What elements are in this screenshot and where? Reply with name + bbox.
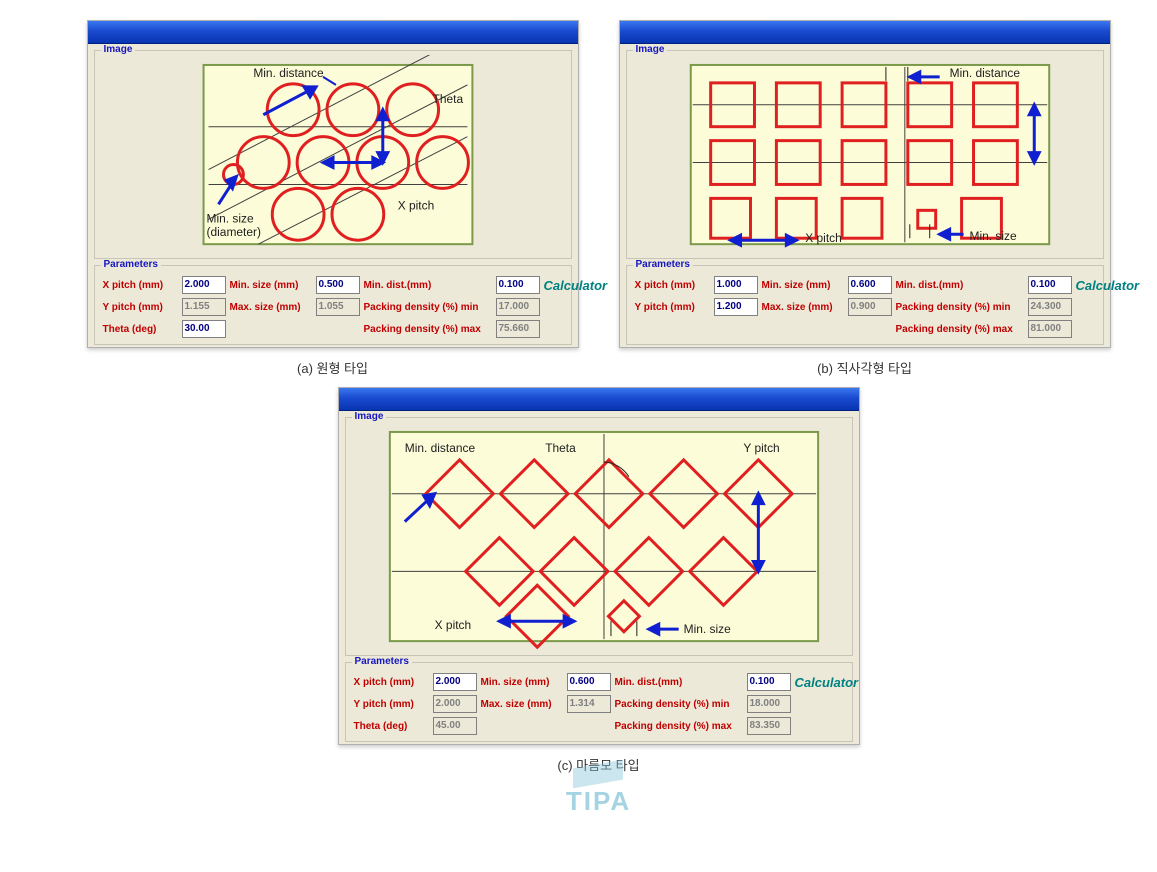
image-label-b: Image (633, 44, 668, 55)
anno-xpitch: X pitch (397, 198, 434, 212)
pdmax-input-c: 83.350 (747, 717, 791, 735)
xpitch-label-b: X pitch (mm) (635, 280, 710, 291)
maxsize-input-c: 1.314 (567, 695, 611, 713)
xpitch-input-a[interactable]: 2.000 (182, 276, 226, 294)
maxsize-label-b: Max. size (mm) (762, 302, 844, 313)
diagram-diamond: Min. distance Theta Y pitch X pitch Min.… (350, 422, 848, 651)
mindist-input-a[interactable]: 0.100 (496, 276, 540, 294)
params-label-c: Parameters (352, 656, 412, 667)
image-label-a: Image (101, 44, 136, 55)
mindist-label-c: Min. dist.(mm) (615, 677, 743, 688)
titlebar-a (88, 21, 578, 44)
image-section-b: Image (626, 50, 1104, 259)
theta-input-a[interactable]: 30.00 (182, 320, 226, 338)
maxsize-input-b: 0.900 (848, 298, 892, 316)
calculator-button-c[interactable]: Calculator (795, 675, 859, 690)
params-section-b: Parameters X pitch (mm) 1.000 Min. size … (626, 265, 1104, 345)
ypitch-label-c: Y pitch (mm) (354, 699, 429, 710)
anno-xpitch-b: X pitch (805, 231, 842, 245)
mindist-input-b[interactable]: 0.100 (1028, 276, 1072, 294)
titlebar-b (620, 21, 1110, 44)
pdmax-input-a: 75.660 (496, 320, 540, 338)
anno-theta-c: Theta (545, 441, 576, 455)
anno-min-distance-b: Min. distance (949, 66, 1020, 80)
calculator-button-b[interactable]: Calculator (1076, 278, 1140, 293)
params-section-c: Parameters X pitch (mm) 2.000 Min. size … (345, 662, 853, 742)
minsize-label: Min. size (mm) (230, 280, 312, 291)
image-label-c: Image (352, 411, 387, 422)
xpitch-input-c[interactable]: 2.000 (433, 673, 477, 691)
anno-minsize-1: Min. size (206, 211, 253, 225)
pdmin-input-a: 17.000 (496, 298, 540, 316)
window-b: Image (619, 20, 1111, 348)
minsize-input-a[interactable]: 0.500 (316, 276, 360, 294)
ypitch-input-c: 2.000 (433, 695, 477, 713)
params-label-b: Parameters (633, 259, 693, 270)
xpitch-label-c: X pitch (mm) (354, 677, 429, 688)
pdmin-label-c: Packing density (%) min (615, 699, 743, 710)
anno-min-distance: Min. distance (253, 66, 324, 80)
theta-input-c: 45.00 (433, 717, 477, 735)
minsize-input-b[interactable]: 0.600 (848, 276, 892, 294)
watermark-text: TIPA (566, 786, 631, 816)
pdmin-label: Packing density (%) min (364, 302, 492, 313)
image-section-c: Image (345, 417, 853, 656)
ypitch-label: Y pitch (mm) (103, 302, 178, 313)
pdmin-input-c: 18.000 (747, 695, 791, 713)
anno-minsize-2: (diameter) (206, 225, 260, 239)
ypitch-label-b: Y pitch (mm) (635, 302, 710, 313)
xpitch-label: X pitch (mm) (103, 280, 178, 291)
mindist-label: Min. dist.(mm) (364, 280, 492, 291)
xpitch-input-b[interactable]: 1.000 (714, 276, 758, 294)
theta-label-c: Theta (deg) (354, 721, 429, 732)
maxsize-label-c: Max. size (mm) (481, 699, 563, 710)
window-c: Image (338, 387, 860, 745)
diagram-circle: Min. distance Theta X pitch Min. size (d… (99, 55, 567, 254)
pdmax-label-c: Packing density (%) max (615, 721, 743, 732)
panel-c: Image (338, 387, 860, 774)
watermark: TIPA (20, 764, 1157, 817)
minsize-label-b: Min. size (mm) (762, 280, 844, 291)
pdmax-label-b: Packing density (%) max (896, 324, 1024, 335)
titlebar-c (339, 388, 859, 411)
anno-minsize-b: Min. size (969, 229, 1016, 243)
anno-theta: Theta (432, 92, 463, 106)
pdmax-input-b: 81.000 (1028, 320, 1072, 338)
maxsize-input-a: 1.055 (316, 298, 360, 316)
pdmax-label: Packing density (%) max (364, 324, 492, 335)
minsize-input-c[interactable]: 0.600 (567, 673, 611, 691)
mindist-label-b: Min. dist.(mm) (896, 280, 1024, 291)
ypitch-input-a: 1.155 (182, 298, 226, 316)
anno-min-distance-c: Min. distance (404, 441, 475, 455)
pdmin-label-b: Packing density (%) min (896, 302, 1024, 313)
panel-a: Image (87, 20, 579, 377)
image-section-a: Image (94, 50, 572, 259)
ypitch-input-b[interactable]: 1.200 (714, 298, 758, 316)
params-label-a: Parameters (101, 259, 161, 270)
panel-b: Image (619, 20, 1111, 377)
pdmin-input-b: 24.300 (1028, 298, 1072, 316)
caption-b: (b) 직사각형 타입 (817, 358, 912, 377)
theta-label: Theta (deg) (103, 324, 178, 335)
anno-xpitch-c: X pitch (434, 618, 471, 632)
caption-a: (a) 원형 타입 (297, 358, 368, 377)
params-section-a: Parameters X pitch (mm) 2.000 Min. size … (94, 265, 572, 345)
maxsize-label: Max. size (mm) (230, 302, 312, 313)
minsize-label-c: Min. size (mm) (481, 677, 563, 688)
diagram-square: Min. distance X pitch Min. size (631, 55, 1099, 254)
anno-minsize-c: Min. size (683, 622, 730, 636)
mindist-input-c[interactable]: 0.100 (747, 673, 791, 691)
window-a: Image (87, 20, 579, 348)
calculator-button-a[interactable]: Calculator (544, 278, 608, 293)
watermark-icon (573, 760, 623, 789)
anno-ypitch-c: Y pitch (743, 441, 779, 455)
